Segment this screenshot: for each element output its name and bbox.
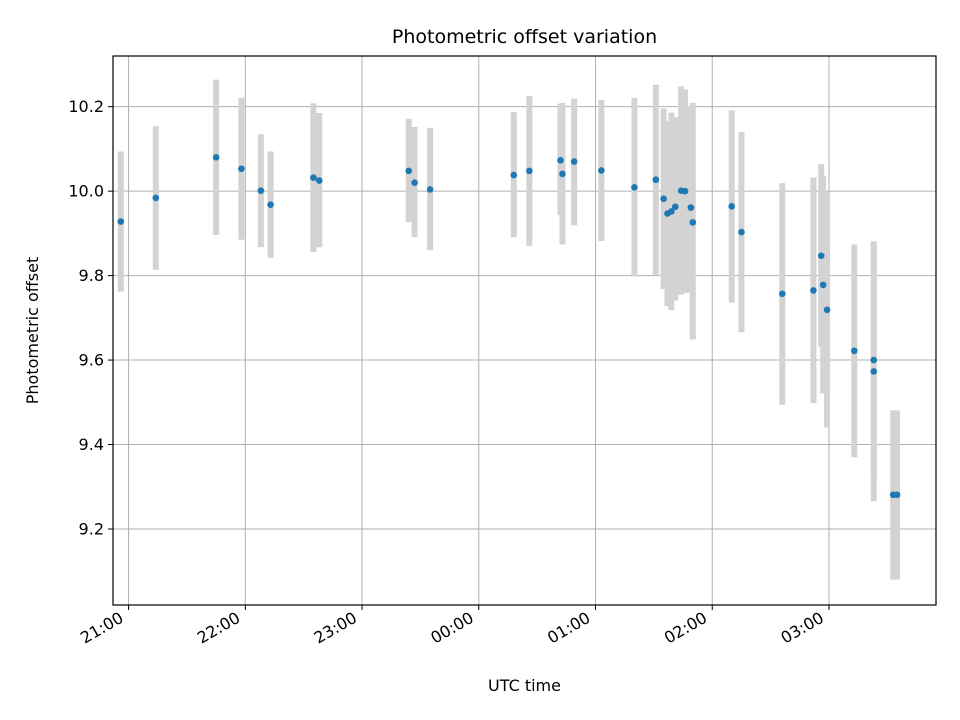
x-axis-label: UTC time — [488, 676, 561, 695]
data-point — [411, 179, 418, 186]
data-point — [510, 171, 518, 179]
data-point — [598, 167, 605, 174]
grid — [113, 56, 936, 605]
data-point — [823, 306, 831, 314]
data-point — [557, 157, 564, 164]
data-point — [631, 184, 638, 191]
data-point — [850, 347, 858, 355]
data-point — [526, 167, 533, 175]
plot-frame — [112, 55, 937, 606]
data-points — [117, 154, 901, 499]
data-point — [819, 281, 827, 289]
data-point — [660, 195, 667, 203]
chart-title: Photometric offset variation — [392, 26, 657, 48]
data-point — [310, 174, 317, 181]
data-point — [405, 167, 413, 175]
data-point — [671, 203, 679, 211]
data-point — [778, 290, 786, 298]
data-point — [810, 287, 817, 294]
data-point — [212, 154, 220, 161]
data-point — [238, 165, 245, 173]
data-point — [315, 177, 323, 184]
y-axis-ticks: 9.2 9.4 9.6 9.8 10.0 10.2 — [68, 97, 113, 538]
data-point — [728, 203, 736, 210]
data-point — [870, 368, 878, 375]
data-point — [687, 204, 695, 211]
y-tick-label: 9.6 — [79, 351, 104, 370]
y-tick-label: 9.4 — [79, 435, 104, 454]
y-tick-label: 10.2 — [68, 97, 104, 116]
data-point — [893, 491, 901, 499]
data-point — [738, 228, 745, 236]
data-point — [570, 158, 578, 165]
y-axis-label: Photometric offset — [23, 257, 42, 405]
data-point — [257, 187, 265, 195]
data-point — [267, 201, 274, 208]
data-point — [681, 187, 689, 195]
y-tick-label: 9.2 — [79, 519, 104, 538]
data-point — [559, 170, 566, 178]
data-point — [426, 186, 434, 193]
data-point — [152, 194, 160, 202]
data-point — [689, 219, 697, 226]
y-tick-label: 9.8 — [79, 266, 104, 285]
data-point — [870, 356, 878, 364]
data-point — [817, 252, 825, 260]
y-tick-label: 10.0 — [68, 182, 104, 201]
data-point — [668, 208, 675, 215]
data-point — [117, 218, 125, 225]
data-point — [652, 176, 660, 184]
